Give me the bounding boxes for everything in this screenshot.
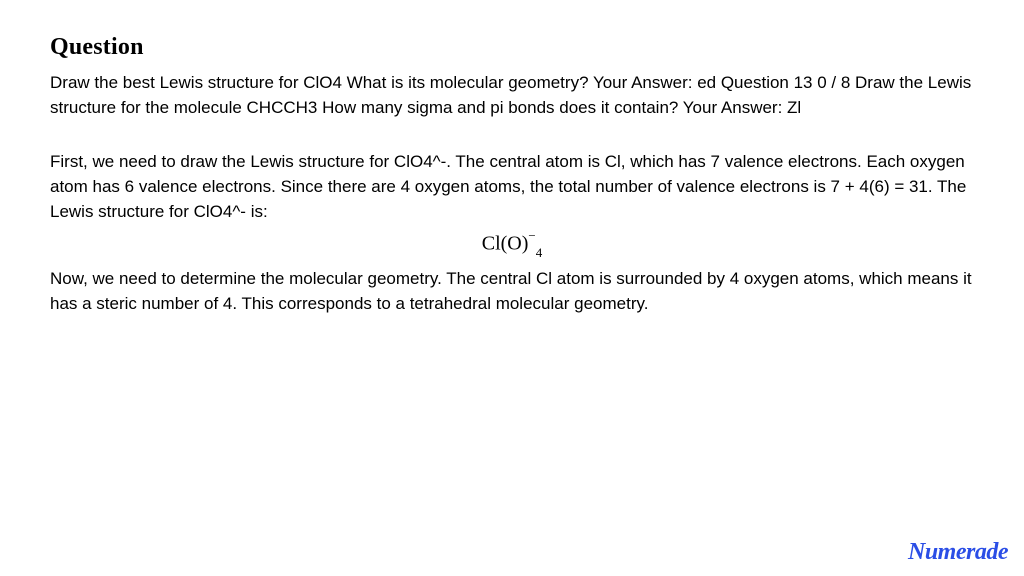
formula-base: Cl(O) bbox=[482, 233, 529, 255]
formula-subscript: 4 bbox=[536, 245, 543, 260]
content-container: Question Draw the best Lewis structure f… bbox=[0, 0, 1024, 316]
brand-logo: Numerade bbox=[908, 539, 1008, 566]
question-body: Draw the best Lewis structure for ClO4 W… bbox=[50, 71, 974, 120]
answer-paragraph-1: First, we need to draw the Lewis structu… bbox=[50, 150, 974, 224]
formula-row: Cl(O)−4 bbox=[50, 230, 974, 259]
answer-paragraph-2: Now, we need to determine the molecular … bbox=[50, 267, 974, 316]
chemical-formula: Cl(O)−4 bbox=[482, 230, 543, 259]
formula-superscript: − bbox=[528, 228, 535, 243]
question-heading: Question bbox=[50, 34, 974, 61]
